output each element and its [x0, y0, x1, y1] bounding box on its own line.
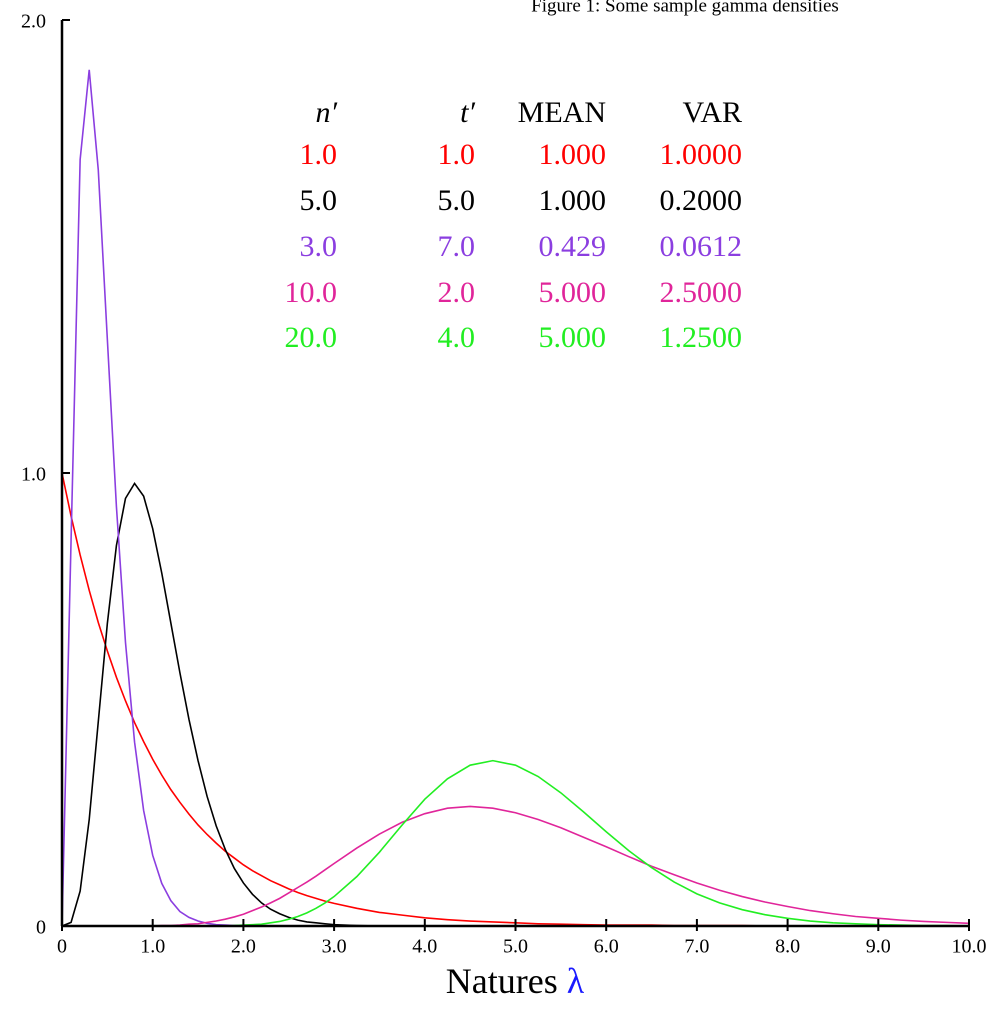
table-header: t′	[460, 96, 475, 129]
x-tick-label: 8.0	[775, 936, 800, 958]
x-label-text: Natures	[446, 961, 558, 1001]
y-tick-label: 1.0	[21, 464, 46, 486]
density-line	[62, 759, 970, 927]
table-cell: 1.0	[438, 138, 476, 171]
x-axis-label: Natures λ	[446, 961, 585, 1001]
x-tick-label: 10.0	[952, 936, 987, 958]
x-tick-label: 1.0	[140, 936, 165, 958]
y-tick-label: 0	[36, 917, 46, 939]
table-cell: 1.000	[539, 138, 607, 171]
density-line	[61, 472, 969, 927]
table-cell: 10.0	[285, 276, 338, 309]
x-tick-label: 2.0	[231, 936, 256, 958]
table-cell: 0.0612	[660, 230, 743, 263]
x-tick-label: 0	[57, 936, 67, 958]
table-cell: 1.0000	[660, 138, 743, 171]
table-header: MEAN	[518, 96, 606, 129]
table-header: VAR	[683, 96, 742, 129]
table-cell: 1.2500	[660, 321, 743, 354]
x-tick-label: 4.0	[412, 936, 437, 958]
table-cell: 2.0	[438, 276, 476, 309]
table-cell: 1.000	[539, 184, 607, 217]
table-cell: 3.0	[300, 230, 338, 263]
table-cell: 4.0	[438, 321, 476, 354]
table-cell: 5.0	[300, 184, 338, 217]
x-label-symbol: λ	[567, 961, 585, 1001]
table-cell: 5.000	[539, 321, 607, 354]
density-line	[61, 481, 969, 927]
table-header: n′	[315, 96, 337, 129]
x-tick-label: 3.0	[322, 936, 347, 958]
table-cell: 7.0	[438, 230, 476, 263]
density-line	[61, 69, 969, 927]
x-tick-label: 6.0	[594, 936, 619, 958]
chart-title: Figure 1: Some sample gamma densities	[531, 0, 839, 16]
table-cell: 0.2000	[660, 184, 743, 217]
x-tick-label: 5.0	[503, 936, 528, 958]
x-tick-label: 7.0	[684, 936, 709, 958]
table-cell: 2.5000	[660, 276, 743, 309]
table-cell: 5.000	[539, 276, 607, 309]
x-tick-label: 9.0	[866, 936, 891, 958]
table-cell: 0.429	[539, 230, 607, 263]
table-cell: 1.0	[300, 138, 338, 171]
table-cell: 20.0	[285, 321, 338, 354]
table-cell: 5.0	[438, 184, 476, 217]
y-tick-label: 2.0	[21, 11, 46, 33]
